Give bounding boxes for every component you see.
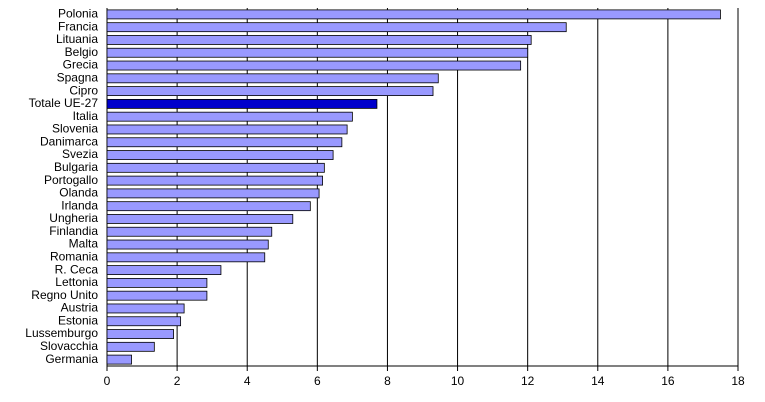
bar [106,86,434,97]
x-tick-label: 14 [591,374,605,388]
bar [106,73,439,84]
y-tick-label: Cipro [69,83,98,97]
x-tick-label: 12 [521,374,535,388]
x-tick-label: 18 [731,374,745,388]
bar [106,35,532,45]
bar [106,277,208,288]
bar [106,214,294,224]
bar [106,303,185,314]
x-tick-label: 2 [174,374,181,388]
bar [106,175,323,186]
y-tick-label: Portogallo [44,173,98,187]
y-tick-label: Romania [50,249,98,263]
x-tick-label: 6 [314,374,321,388]
bar [106,47,529,58]
y-tick-label: Lituania [56,32,98,46]
bar [106,226,273,237]
bar [106,111,353,122]
y-tick-label: Francia [58,19,98,33]
y-tick-label: Slovenia [52,122,98,136]
bar [106,354,132,365]
y-tick-label: Regno Unito [31,288,98,302]
bar [106,22,567,33]
y-tick-label: Lussemburgo [25,326,98,340]
x-tick-label: 0 [104,374,111,388]
y-tick-label: Germania [45,352,98,366]
y-tick-label: Malta [69,237,99,251]
y-tick-label: Slovacchia [40,339,98,353]
y-tick-label: Finlandia [49,224,98,238]
x-tick-label: 16 [661,374,675,388]
bar [106,188,320,199]
bar [106,98,378,109]
bar [106,252,266,263]
bar [106,137,343,148]
y-tick-label: Austria [61,301,99,315]
bar [106,162,325,173]
bar [106,150,334,160]
bar [106,265,222,276]
bar [106,9,721,20]
y-tick-label: Estonia [58,313,98,327]
y-tick-label: Totale UE-27 [29,96,99,110]
x-tick-label: 10 [451,374,465,388]
bar [106,239,269,250]
y-tick-label: Irlanda [61,198,98,212]
y-tick-label: Polonia [58,7,98,21]
bar [106,341,155,352]
bar [106,329,175,339]
bar [106,201,311,212]
bar [106,60,522,71]
bar [106,124,348,135]
y-tick-label: Belgio [65,45,99,59]
bar [106,290,208,301]
x-tick-label: 4 [244,374,251,388]
y-tick-label: Danimarca [40,134,98,148]
bar [106,316,182,327]
y-tick-label: Grecia [63,58,99,72]
y-tick-label: Bulgaria [54,160,98,174]
y-tick-label: R. Ceca [55,262,99,276]
y-tick-label: Lettonia [55,275,98,289]
y-tick-label: Olanda [59,186,98,200]
y-tick-label: Svezia [62,147,98,161]
y-tick-label: Ungheria [49,211,98,225]
x-tick-label: 8 [384,374,391,388]
y-tick-label: Italia [73,109,99,123]
y-tick-label: Spagna [57,70,99,84]
